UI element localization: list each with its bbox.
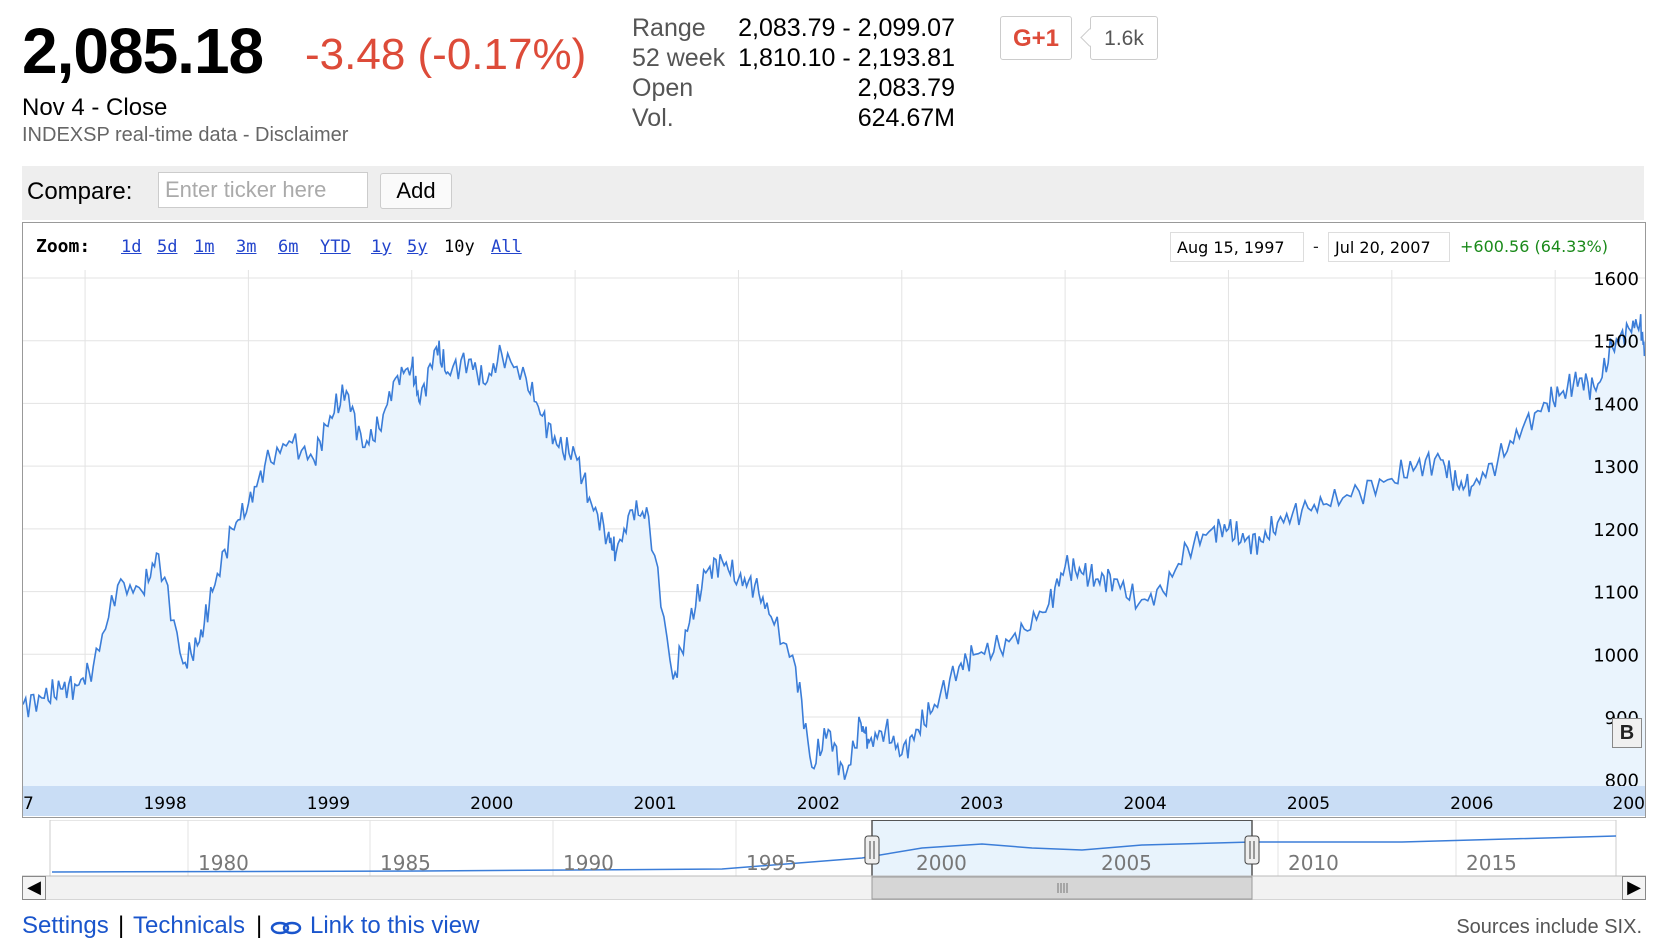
x-tick-label: 2000 [470, 794, 513, 814]
stat-label-52week: 52 week [632, 44, 726, 72]
navigator-year-label: 1990 [563, 851, 614, 875]
navigator-year-label: 2000 [916, 851, 967, 875]
navigator-year-label: 1985 [380, 851, 431, 875]
zoom-3m[interactable]: 3m [236, 237, 257, 257]
x-tick-label: 1998 [143, 794, 186, 814]
zoom-label: Zoom: [36, 236, 91, 257]
add-compare-button[interactable]: Add [380, 173, 452, 209]
navigator-year-label: 1995 [746, 851, 797, 875]
x-tick-label: 200 [1613, 794, 1645, 814]
navigator-scrollbar-track[interactable] [22, 875, 1646, 900]
compare-label: Compare: [27, 178, 133, 205]
technicals-link[interactable]: Technicals [133, 912, 246, 939]
scroll-right-icon[interactable]: ▶ [1622, 876, 1646, 900]
plus-count-badge: 1.6k [1090, 16, 1158, 60]
price-change: -3.48 (-0.17%) [305, 30, 587, 79]
y-tick-label: 1400 [1593, 394, 1639, 415]
scroll-left-icon[interactable]: ◀ [22, 876, 46, 900]
link-to-view[interactable]: Link to this view [310, 912, 480, 939]
x-tick-label: 2002 [797, 794, 840, 814]
y-tick-label: 1000 [1593, 645, 1639, 666]
stat-label-open: Open [632, 74, 694, 102]
sources-note: Sources include SIX. [1456, 916, 1642, 938]
navigator-year-label: 1980 [198, 851, 249, 875]
stat-label-volume: Vol. [632, 104, 674, 132]
navigator-year-label: 2005 [1101, 851, 1152, 875]
range-change: +600.56 (64.33%) [1460, 237, 1608, 256]
navigator-right-handle[interactable] [1244, 835, 1260, 865]
x-tick-label: 7 [23, 794, 34, 814]
range-navigator[interactable]: 1980 1985 1990 1995 2000 2005 2010 2015 [22, 820, 1646, 900]
zoom-all[interactable]: All [491, 237, 522, 257]
data-source-line: INDEXSP real-time data - Disclaimer [22, 124, 349, 146]
zoom-5d[interactable]: 5d [157, 237, 178, 257]
range-separator: - [1313, 237, 1319, 256]
price-value: 2,085.18 [22, 15, 264, 87]
zoom-1m[interactable]: 1m [194, 237, 215, 257]
y-tick-label: 1100 [1593, 583, 1639, 604]
navigator-selection[interactable] [872, 820, 1252, 876]
zoom-10y-selected[interactable]: 10y [444, 237, 475, 257]
x-tick-label: 2006 [1450, 794, 1493, 814]
price-line [23, 314, 1645, 780]
y-tick-label: 1200 [1593, 520, 1639, 541]
price-area-fill [23, 314, 1645, 786]
zoom-ytd[interactable]: YTD [320, 237, 351, 257]
x-tick-label: 2005 [1287, 794, 1330, 814]
stat-label-range: Range [632, 14, 706, 42]
x-tick-label: 2001 [633, 794, 676, 814]
navigator-year-label: 2010 [1288, 851, 1339, 875]
navigator-scrollbar-thumb[interactable] [871, 876, 1253, 900]
zoom-5y[interactable]: 5y [407, 237, 428, 257]
x-axis-band [23, 786, 1645, 816]
zoom-1y[interactable]: 1y [371, 237, 392, 257]
close-label: Nov 4 - Close [22, 94, 168, 121]
stat-value-volume: 624.67M [857, 104, 955, 132]
google-plus-button[interactable]: G+1 [1000, 16, 1072, 60]
footer-separator: | [118, 912, 125, 939]
bookmark-b-button[interactable]: B [1612, 718, 1642, 748]
price-chart[interactable]: 1600150014001300120011001000900800 71998… [23, 270, 1645, 816]
stat-value-52week: 1,810.10 - 2,193.81 [738, 44, 955, 72]
y-tick-label: 1600 [1593, 270, 1639, 290]
navigator-left-handle[interactable] [864, 835, 880, 865]
compare-ticker-input[interactable] [158, 172, 368, 208]
stat-value-open: 2,083.79 [857, 74, 955, 102]
zoom-1d[interactable]: 1d [121, 237, 142, 257]
range-end-date[interactable]: Jul 20, 2007 [1328, 232, 1450, 262]
x-tick-label: 2003 [960, 794, 1003, 814]
navigator-year-label: 2015 [1466, 851, 1517, 875]
zoom-6m[interactable]: 6m [278, 237, 299, 257]
chain-link-icon [270, 918, 302, 943]
y-tick-label: 1500 [1593, 332, 1639, 353]
stat-value-range: 2,083.79 - 2,099.07 [738, 14, 955, 42]
y-tick-label: 1300 [1593, 457, 1639, 478]
settings-link[interactable]: Settings [22, 912, 109, 939]
range-start-date[interactable]: Aug 15, 1997 [1170, 232, 1304, 262]
footer-separator: | [256, 912, 263, 939]
x-tick-label: 1999 [307, 794, 350, 814]
x-tick-label: 2004 [1123, 794, 1166, 814]
